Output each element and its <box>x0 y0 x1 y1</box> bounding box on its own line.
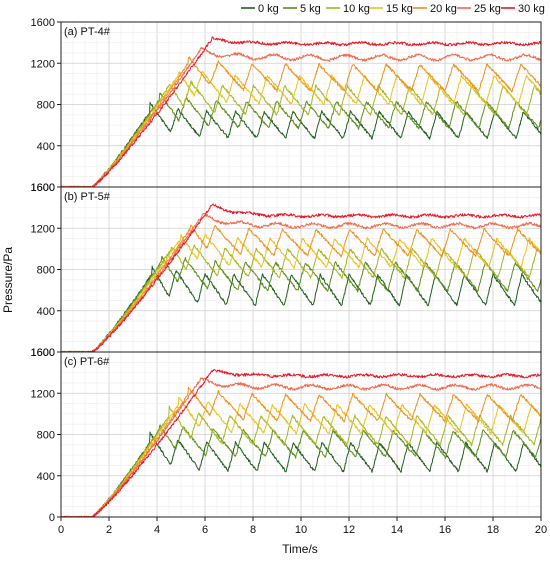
series-line <box>61 265 541 352</box>
x-tick-label: 10 <box>295 524 307 536</box>
x-tick-label: 12 <box>343 524 355 536</box>
legend-label: 5 kg <box>300 3 321 15</box>
x-tick-label: 2 <box>106 524 112 536</box>
y-tick-label: 1200 <box>31 223 55 235</box>
series-group <box>61 203 541 352</box>
series-line <box>61 80 541 187</box>
legend-label: 15 kg <box>386 3 413 15</box>
series-line <box>61 56 541 187</box>
y-tick-label: 800 <box>37 265 55 277</box>
x-axis: 0 2 4 6 8 10 12 14 16 18 20 <box>58 517 547 536</box>
legend-item: 0 kg <box>241 3 279 15</box>
y-axis-ticks: 400 800 1200 1600 1600 <box>31 182 61 359</box>
panel: 400 800 1200 1600 1600 (a) PT-4# <box>31 17 542 194</box>
series-group <box>61 36 541 187</box>
legend-label: 25 kg <box>474 3 501 15</box>
series-line <box>61 92 541 187</box>
series-group <box>61 369 541 517</box>
legend-item: 10 kg <box>326 3 370 15</box>
y-tick-label: 800 <box>37 100 55 112</box>
y-tick-label: 1600 <box>31 347 55 359</box>
panel-label: (b) PT-5# <box>64 191 111 203</box>
y-tick-label: 400 <box>37 306 55 318</box>
series-line <box>61 70 541 187</box>
y-tick-label: 1600 <box>31 347 55 359</box>
legend-item: 15 kg <box>369 3 413 15</box>
x-tick-label: 18 <box>487 524 499 536</box>
legend-item: 30 kg <box>501 3 545 15</box>
series-line <box>61 233 541 352</box>
series-line <box>61 377 541 517</box>
legend-label: 0 kg <box>258 3 279 15</box>
y-axis-title: Pressure/Pa <box>1 247 15 313</box>
y-tick-label: 1600 <box>31 17 55 29</box>
y-tick-label: 800 <box>37 430 55 442</box>
x-tick-label: 6 <box>202 524 208 536</box>
panel-label: (a) PT-4# <box>64 26 111 38</box>
panel: 0 400 800 1200 1600 (c) PT-6# <box>31 347 542 524</box>
grid <box>60 21 542 188</box>
panel: 400 800 1200 1600 1600 (b) PT-5# <box>31 182 542 359</box>
legend-item: 5 kg <box>283 3 321 15</box>
y-axis-ticks: 400 800 1200 1600 1600 <box>31 17 61 194</box>
x-tick-label: 8 <box>250 524 256 536</box>
legend-label: 30 kg <box>518 3 545 15</box>
series-line <box>61 405 541 517</box>
x-tick-label: 0 <box>58 524 64 536</box>
x-tick-label: 4 <box>154 524 160 536</box>
y-tick-label: 400 <box>37 141 55 153</box>
panel-label: (c) PT-6# <box>64 356 110 368</box>
series-line <box>61 224 541 352</box>
legend-label: 20 kg <box>430 3 457 15</box>
y-tick-label: 1200 <box>31 388 55 400</box>
legend-label: 10 kg <box>343 3 370 15</box>
series-line <box>61 396 541 517</box>
x-tick-label: 14 <box>391 524 403 536</box>
series-line <box>61 244 541 352</box>
legend-item: 20 kg <box>413 3 457 15</box>
y-tick-label: 400 <box>37 471 55 483</box>
y-tick-label: 1600 <box>31 182 55 194</box>
y-tick-label: 1600 <box>31 182 55 194</box>
x-tick-label: 16 <box>439 524 451 536</box>
x-tick-label: 20 <box>535 524 547 536</box>
series-line <box>61 36 541 187</box>
series-line <box>61 212 541 352</box>
series-line <box>61 369 541 517</box>
legend: 0 kg 5 kg 10 kg 15 kg 20 kg 25 kg 30 kg <box>241 3 545 15</box>
x-axis-title: Time/s <box>282 542 318 556</box>
series-line <box>61 203 541 352</box>
legend-item: 25 kg <box>457 3 501 15</box>
panels: 400 800 1200 1600 1600 (a) PT-4# 400 800 1200 160… <box>31 17 542 524</box>
y-tick-label: 0 <box>49 512 55 524</box>
y-axis-ticks: 0 400 800 1200 1600 <box>31 347 61 524</box>
y-tick-label: 1200 <box>31 58 55 70</box>
